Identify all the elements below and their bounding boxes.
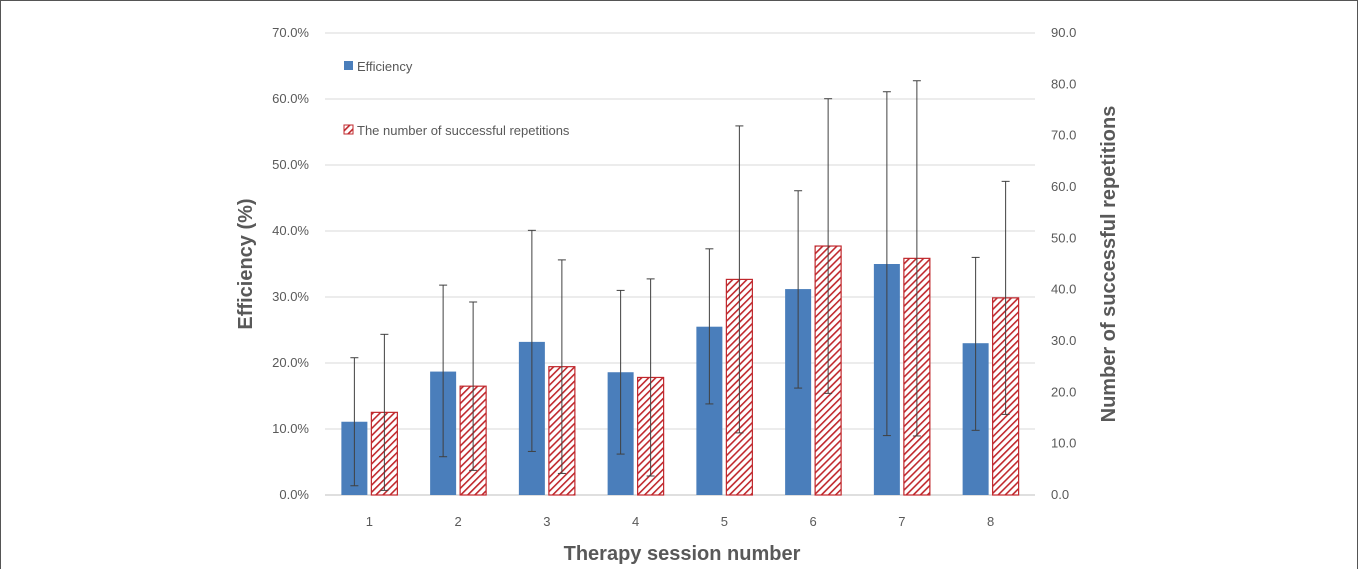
x-tick-label: 2	[455, 514, 462, 529]
x-axis-title: Therapy session number	[564, 543, 801, 565]
y-right-tick-label: 80.0	[1051, 76, 1076, 91]
y-right-tick-label: 30.0	[1051, 333, 1076, 348]
legend-swatch-efficiency	[344, 61, 353, 70]
y-left-tick-label: 60.0%	[272, 91, 309, 106]
x-tick-label: 3	[543, 514, 550, 529]
x-tick-label: 8	[987, 514, 994, 529]
legend-swatch-repetitions	[343, 124, 354, 135]
x-tick-label: 6	[810, 514, 817, 529]
y-left-tick-label: 20.0%	[272, 355, 309, 370]
x-tick-label: 1	[366, 514, 373, 529]
y-left-tick-label: 30.0%	[272, 289, 309, 304]
legend-label-repetitions: The number of successful repetitions	[357, 123, 570, 138]
y-right-tick-label: 60.0	[1051, 179, 1076, 194]
y-left-axis-title: Efficiency (%)	[235, 198, 257, 329]
y-right-tick-label: 0.0	[1051, 487, 1069, 502]
error-bars	[350, 80, 1010, 491]
y-left-tick-label: 50.0%	[272, 157, 309, 172]
y-right-tick-label: 50.0	[1051, 230, 1076, 245]
x-tick-label: 4	[632, 514, 639, 529]
x-tick-label: 7	[898, 514, 905, 529]
tick-labels: 0.0% 10.0% 20.0% 30.0% 40.0% 50.0% 60.0% 70.0% 0…	[272, 25, 1076, 529]
y-right-tick-label: 90.0	[1051, 25, 1076, 40]
y-right-tick-label: 20.0	[1051, 384, 1076, 399]
y-left-tick-label: 70.0%	[272, 25, 309, 40]
y-left-tick-label: 0.0%	[279, 487, 309, 502]
x-tick-label: 5	[721, 514, 728, 529]
y-left-tick-label: 40.0%	[272, 223, 309, 238]
y-right-tick-label: 10.0	[1051, 436, 1076, 451]
legend: Efficiency The number of successful repe…	[343, 59, 570, 138]
y-right-tick-label: 40.0	[1051, 282, 1076, 297]
y-right-tick-label: 70.0	[1051, 128, 1076, 143]
legend-label-efficiency: Efficiency	[357, 59, 413, 74]
y-right-axis-title: Number of successful repetitions	[1098, 106, 1120, 423]
y-left-tick-label: 10.0%	[272, 421, 309, 436]
